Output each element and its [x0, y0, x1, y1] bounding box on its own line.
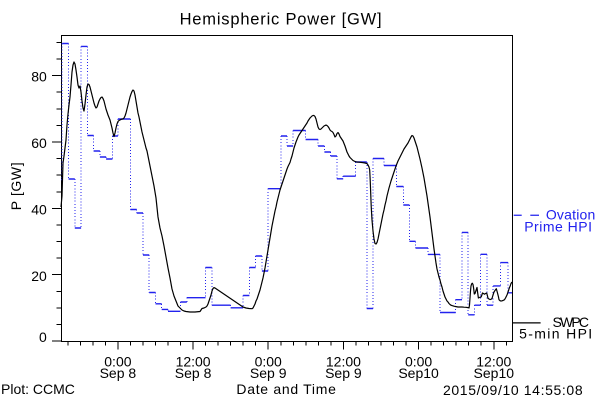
svg-text:Sep 8: Sep 8 — [100, 365, 137, 381]
svg-text:P [GW]: P [GW] — [8, 162, 24, 210]
svg-text:SWPC: SWPC — [553, 314, 590, 330]
svg-text:Prime HPI: Prime HPI — [524, 219, 592, 235]
svg-text:Sep 9: Sep 9 — [325, 365, 362, 381]
svg-text:40: 40 — [31, 202, 47, 218]
svg-text:0: 0 — [39, 329, 47, 345]
svg-text:12:00: 12:00 — [176, 353, 211, 369]
svg-text:Sep10: Sep10 — [474, 365, 515, 381]
svg-text:Sep 8: Sep 8 — [175, 365, 212, 381]
svg-text:0:00: 0:00 — [405, 353, 432, 369]
svg-text:20: 20 — [31, 268, 47, 284]
svg-text:80: 80 — [31, 69, 47, 85]
svg-text:Sep10: Sep10 — [398, 365, 439, 381]
svg-text:Sep 9: Sep 9 — [250, 365, 287, 381]
svg-text:2015/09/10 14:55:08: 2015/09/10 14:55:08 — [443, 382, 583, 398]
svg-text:0:00: 0:00 — [255, 353, 282, 369]
svg-text:12:00: 12:00 — [326, 353, 361, 369]
svg-text:5-min HPI: 5-min HPI — [519, 326, 593, 342]
svg-text:Plot: CCMC: Plot: CCMC — [1, 381, 75, 397]
svg-text:12:00: 12:00 — [476, 353, 511, 369]
svg-text:Date and Time: Date and Time — [236, 381, 336, 397]
svg-text:Ovation: Ovation — [546, 207, 596, 223]
svg-text:60: 60 — [31, 135, 47, 151]
svg-text:0:00: 0:00 — [104, 353, 131, 369]
svg-text:Hemispheric Power [GW]: Hemispheric Power [GW] — [180, 11, 383, 29]
